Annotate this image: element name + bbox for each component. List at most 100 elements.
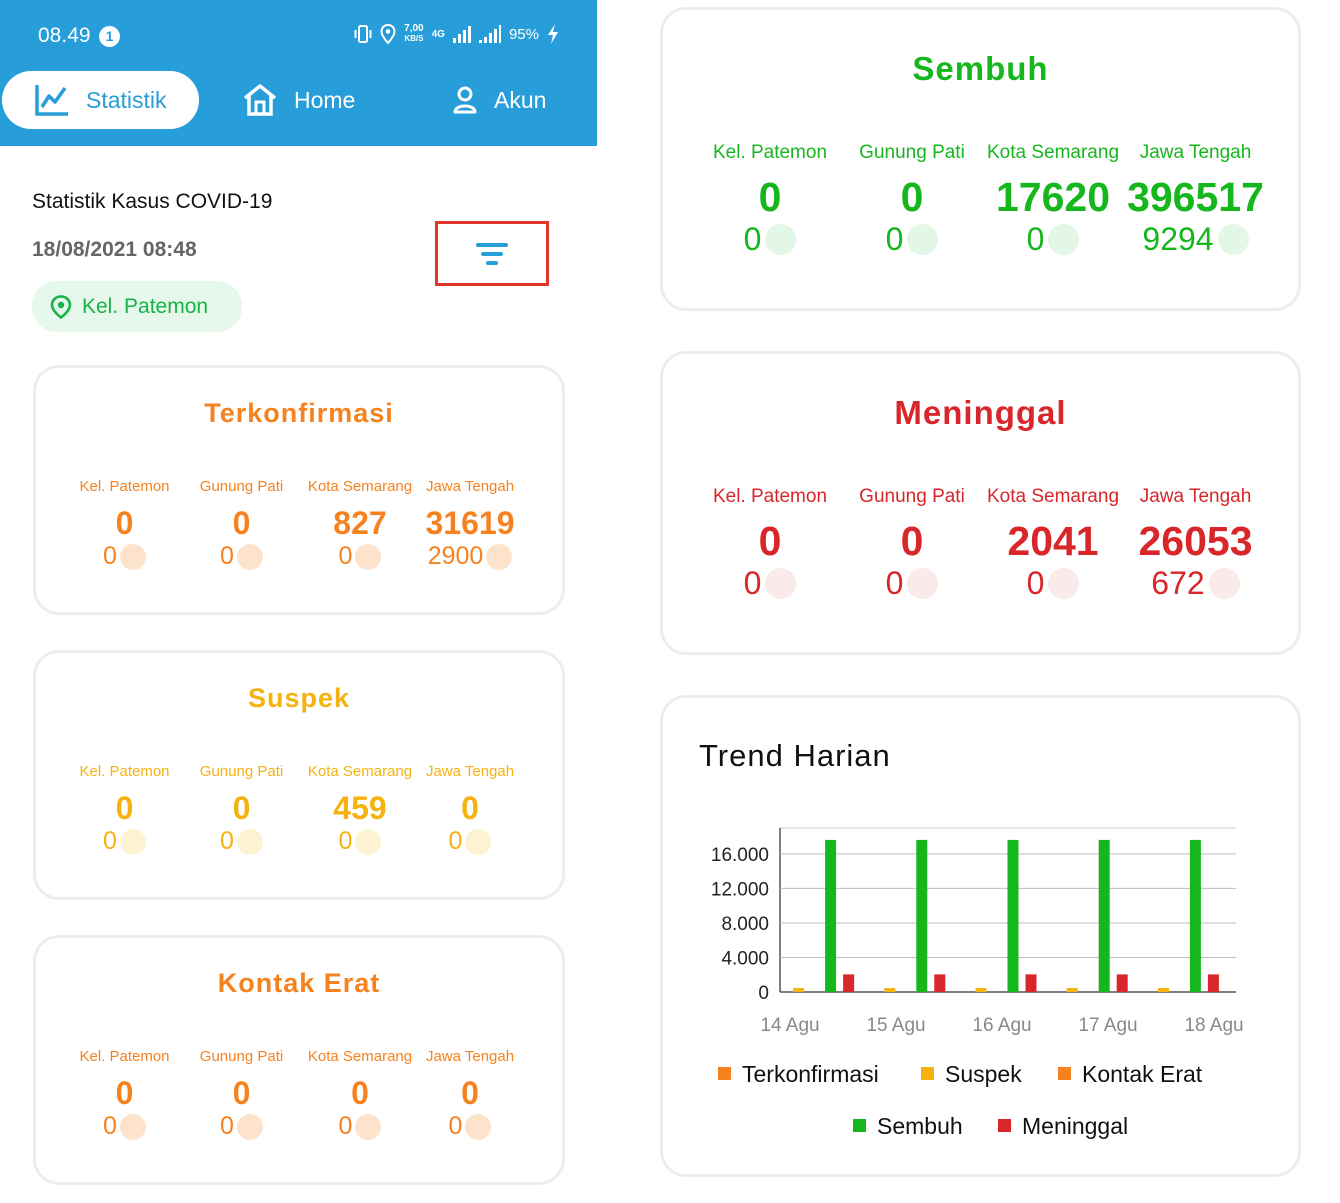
- status-bar: 08.49 1 7,00 KB/S 4G 95%: [0, 0, 597, 70]
- total-value: 31619: [425, 505, 515, 541]
- trend-indicator-icon: [236, 543, 263, 570]
- trend-indicator-icon: [355, 1113, 382, 1140]
- region-label: Kel. Patemon: [79, 1048, 170, 1065]
- card-terkonfirmasi: Terkonfirmasi Kel. Patemon 0 0 Gunung Pati 0 0…: [33, 365, 565, 615]
- region-column: Jawa Tengah 0 0: [420, 1048, 520, 1141]
- total-value: 0: [232, 1075, 251, 1111]
- chart-bar-meninggal: [1025, 974, 1037, 992]
- legend-label: Meninggal: [1022, 1113, 1128, 1139]
- card-title: Terkonfirmasi: [204, 398, 394, 428]
- delta-row: 0: [103, 542, 146, 571]
- region-label: Kel. Patemon: [712, 486, 828, 507]
- region-column: Gunung Pati 0 0: [183, 763, 300, 856]
- region-column: Gunung Pati 0 0: [183, 478, 300, 571]
- user-icon: [453, 86, 477, 114]
- trend-indicator-icon: [1048, 224, 1080, 255]
- delta-value: 0: [743, 565, 762, 601]
- delta-row: 2900: [428, 542, 513, 571]
- delta-value: 0: [448, 827, 463, 855]
- region-label: Kota Semarang: [307, 1048, 413, 1065]
- chart-bar-suspek: [793, 988, 805, 992]
- region-columns: Kel. Patemon 0 0 Gunung Pati 0 0 Kota Semarang…: [663, 486, 1298, 602]
- battery-level: 95%: [508, 25, 539, 43]
- region-column: Gunung Pati 0 0: [841, 142, 983, 258]
- chart-bar-sembuh: [916, 839, 928, 992]
- region-label: Jawa Tengah: [1139, 486, 1252, 507]
- nav-tab-akun[interactable]: Akun: [452, 71, 546, 129]
- total-value: 2041: [1007, 518, 1099, 564]
- total-value: 0: [115, 505, 134, 541]
- region-columns: Kel. Patemon 0 0 Gunung Pati 0 0 Kota Semarang…: [663, 142, 1298, 258]
- delta-value: 0: [103, 542, 117, 570]
- region-column: Gunung Pati 0 0: [183, 1048, 300, 1141]
- trend-indicator-icon: [907, 568, 939, 599]
- trend-indicator-icon: [1208, 568, 1240, 599]
- total-value: 17620: [995, 174, 1110, 220]
- y-tick-label: 4.000: [721, 948, 769, 969]
- card-title: Suspek: [247, 683, 351, 713]
- delta-row: 0: [220, 542, 263, 571]
- signal-icon-2: [478, 25, 501, 43]
- delta-value: 0: [103, 827, 117, 855]
- region-label: Jawa Tengah: [1139, 142, 1252, 163]
- legend-label: Terkonfirmasi: [742, 1061, 879, 1087]
- total-value: 459: [333, 790, 387, 826]
- chart-bar-meninggal: [843, 974, 855, 992]
- trend-indicator-icon: [119, 828, 146, 855]
- card-kontak-erat: Kontak Erat Kel. Patemon 0 0 Gunung Pati 0 0 Ko…: [33, 935, 565, 1185]
- chart-bar-suspek: [884, 988, 896, 992]
- legend-swatch: [921, 1067, 934, 1080]
- region-column: Kota Semarang 827 0: [300, 478, 420, 571]
- delta-value: 0: [448, 1112, 463, 1140]
- region-label: Jawa Tengah: [425, 1048, 515, 1065]
- region-columns: Kel. Patemon 0 0 Gunung Pati 0 0 Kota Semarang…: [36, 1048, 562, 1141]
- delta-value: 0: [338, 542, 353, 570]
- x-tick-label: 16 Agu: [972, 1015, 1031, 1036]
- location-chip[interactable]: Kel. Patemon: [32, 281, 242, 332]
- legend-swatch: [718, 1067, 731, 1080]
- filter-button[interactable]: [435, 221, 549, 286]
- region-column: Jawa Tengah 26053 672: [1123, 486, 1268, 602]
- notification-badge: 1: [99, 26, 120, 47]
- region-column: Kota Semarang 459 0: [300, 763, 420, 856]
- trend-indicator-icon: [465, 828, 492, 855]
- chart-bar-meninggal: [1207, 974, 1219, 992]
- region-column: Jawa Tengah 396517 9294: [1123, 142, 1268, 258]
- legend-swatch: [998, 1119, 1011, 1132]
- region-column: Jawa Tengah 0 0: [420, 763, 520, 856]
- chart-bar-sembuh: [1189, 839, 1201, 992]
- delta-value: 0: [103, 1112, 117, 1140]
- legend-label: Sembuh: [877, 1113, 963, 1139]
- delta-row: 0: [103, 827, 146, 856]
- network-speed: 7,00 KB/S: [404, 23, 424, 44]
- nav-tab-home[interactable]: Home: [242, 71, 355, 129]
- trend-indicator-icon: [1217, 224, 1249, 255]
- nav-tab-home-label: Home: [294, 86, 356, 113]
- region-label: Kota Semarang: [986, 142, 1120, 163]
- delta-value: 0: [885, 565, 904, 601]
- chart-bar-meninggal: [934, 974, 946, 992]
- x-tick-label: 18 Agu: [1184, 1015, 1243, 1036]
- card-title: Meninggal: [894, 394, 1067, 431]
- delta-row: 0: [220, 1112, 263, 1141]
- trend-indicator-icon: [355, 543, 382, 570]
- chart-bar-suspek: [975, 988, 987, 992]
- delta-row: 0: [339, 1112, 382, 1141]
- legend-label: Kontak Erat: [1082, 1061, 1203, 1087]
- total-value: 0: [351, 1075, 369, 1111]
- x-tick-label: 17 Agu: [1078, 1015, 1137, 1036]
- delta-row: 0: [1027, 565, 1080, 602]
- region-column: Kel. Patemon 0 0: [699, 142, 841, 258]
- region-label: Jawa Tengah: [425, 763, 515, 780]
- region-column: Kel. Patemon 0 0: [66, 763, 183, 856]
- delta-row: 0: [886, 565, 939, 602]
- total-value: 0: [115, 1075, 134, 1111]
- region-label: Gunung Pati: [199, 1048, 284, 1065]
- total-value: 0: [900, 518, 924, 564]
- nav-tab-statistik[interactable]: Statistik: [2, 71, 199, 129]
- trend-indicator-icon: [1048, 568, 1080, 599]
- card-title: Sembuh: [912, 50, 1049, 87]
- total-value: 0: [115, 790, 134, 826]
- trend-indicator-icon: [765, 568, 797, 599]
- trend-indicator-icon: [236, 828, 263, 855]
